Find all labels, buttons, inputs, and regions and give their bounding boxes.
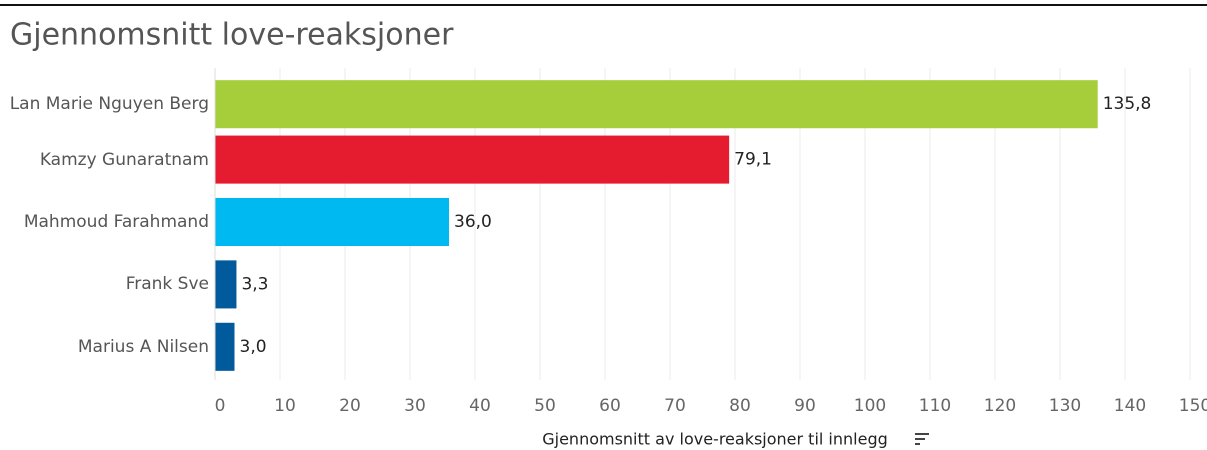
value-label: 79,1	[734, 150, 772, 170]
x-tick-label: 130	[1049, 396, 1081, 416]
y-tick-label: Lan Marie Nguyen Berg	[9, 94, 209, 115]
sort-icon	[915, 433, 929, 445]
x-tick-label: 40	[469, 396, 491, 416]
bar	[215, 260, 237, 309]
x-tick-label: 140	[1114, 396, 1146, 416]
bar	[215, 135, 730, 184]
value-label: 135,8	[1103, 94, 1152, 114]
x-tick-label: 60	[599, 396, 621, 416]
value-label: 3,3	[241, 274, 268, 294]
x-tick-label: 120	[984, 396, 1016, 416]
x-tick-label: 110	[919, 396, 951, 416]
x-tick-label: 10	[274, 396, 296, 416]
x-tick-label: 30	[404, 396, 426, 416]
x-tick-label: 80	[729, 396, 751, 416]
y-tick-label: Mahmoud Farahmand	[23, 212, 209, 232]
x-tick-label: 70	[664, 396, 686, 416]
x-tick-label: 50	[534, 396, 556, 416]
x-axis-label: Gjennomsnitt av love-reaksjoner til innl…	[542, 430, 888, 449]
value-label: 3,0	[240, 337, 267, 357]
y-tick-label: Frank Sve	[125, 274, 209, 295]
bar	[215, 80, 1098, 129]
chart-title: Gjennomsnitt love-reaksjoner	[10, 18, 454, 53]
x-tick-label: 20	[339, 396, 361, 416]
bar	[215, 322, 235, 371]
y-tick-label: Marius A Nilsen	[77, 336, 209, 357]
x-tick-label: 150	[1179, 396, 1207, 416]
x-tick-label: 0	[215, 396, 226, 416]
value-label: 36,0	[454, 212, 492, 232]
x-tick-label: 100	[854, 396, 886, 416]
y-tick-label: Kamzy Gunaratnam	[39, 149, 209, 170]
bar	[215, 197, 449, 247]
x-tick-label: 90	[794, 396, 816, 416]
